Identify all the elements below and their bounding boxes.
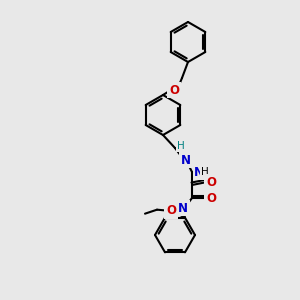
Text: N: N <box>178 202 188 214</box>
Text: O: O <box>166 204 176 217</box>
Text: O: O <box>206 191 216 205</box>
Text: N: N <box>181 154 191 166</box>
Text: O: O <box>169 83 179 97</box>
Text: N: N <box>194 166 204 178</box>
Text: H: H <box>201 167 209 177</box>
Text: O: O <box>206 176 216 188</box>
Text: H: H <box>177 141 185 151</box>
Text: H: H <box>171 203 179 213</box>
